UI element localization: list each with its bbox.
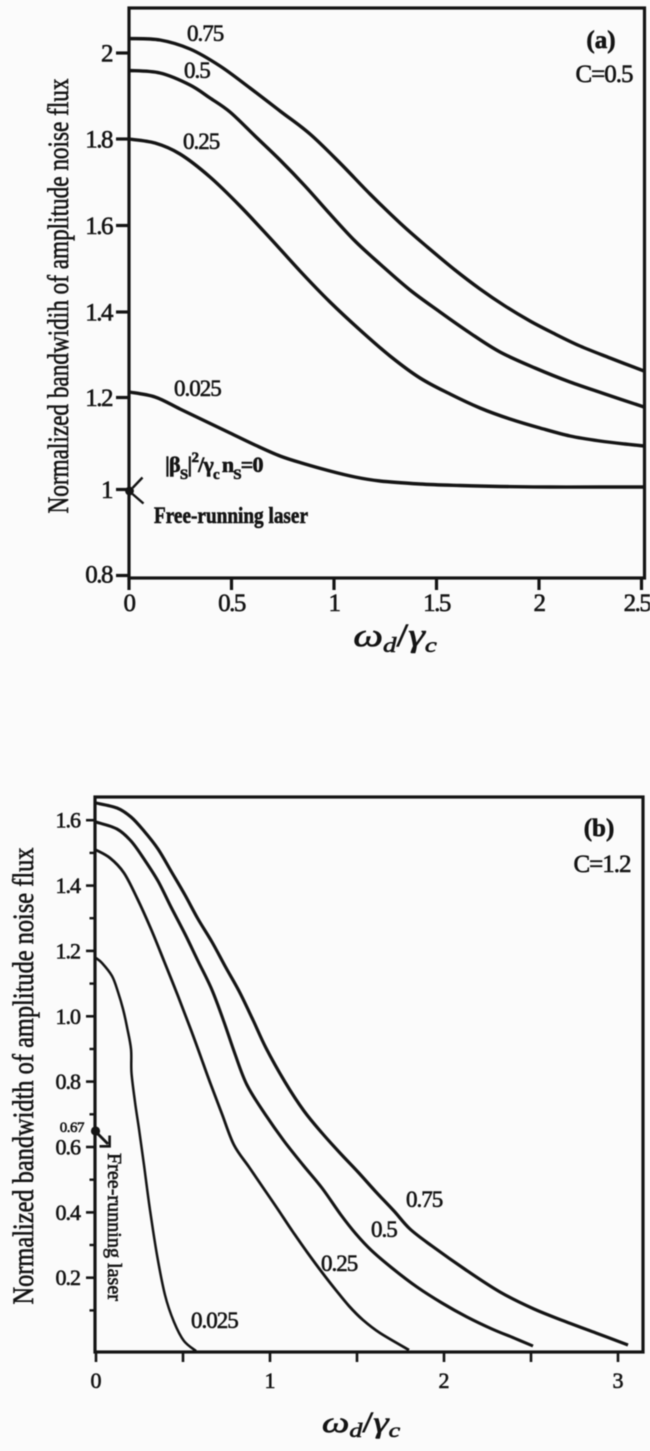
svg-text:0.75: 0.75: [187, 21, 224, 46]
svg-text:0.25: 0.25: [183, 129, 220, 154]
svg-text:3: 3: [613, 1368, 624, 1393]
svg-text:ωd/γc: ωd/γc: [353, 617, 437, 657]
svg-text:0.75: 0.75: [406, 1187, 443, 1212]
svg-text:0.67: 0.67: [60, 1120, 85, 1136]
svg-text:1: 1: [101, 477, 112, 504]
svg-text:ωd/γc: ωd/γc: [322, 1405, 401, 1442]
svg-text:1.4: 1.4: [56, 873, 82, 898]
svg-text:0.5: 0.5: [184, 58, 210, 83]
svg-text:(b): (b): [584, 815, 615, 842]
svg-text:0.5: 0.5: [371, 1217, 397, 1242]
svg-text:1.2: 1.2: [85, 385, 113, 412]
svg-text:1.5: 1.5: [423, 590, 451, 617]
svg-text:1.0: 1.0: [56, 1004, 82, 1029]
svg-text:Free-running laser: Free-running laser: [103, 1153, 125, 1301]
svg-text:2: 2: [534, 590, 546, 617]
svg-text:Free-running laser: Free-running laser: [154, 503, 308, 528]
svg-text:0.6: 0.6: [56, 1135, 82, 1160]
svg-text:2: 2: [439, 1368, 450, 1393]
svg-text:0: 0: [124, 590, 136, 617]
svg-text:0.5: 0.5: [218, 590, 246, 617]
svg-text:0: 0: [91, 1368, 102, 1393]
svg-text:Normalized bandwidih of amplit: Normalized bandwidih of amplitude noise …: [42, 79, 75, 514]
svg-text:C=1.2: C=1.2: [573, 851, 631, 878]
svg-text:0.25: 0.25: [321, 1251, 358, 1276]
svg-text:1.2: 1.2: [56, 938, 81, 963]
svg-text:C=0.5: C=0.5: [575, 61, 633, 88]
svg-text:2: 2: [101, 41, 113, 68]
svg-text:1: 1: [329, 590, 340, 617]
svg-text:1.8: 1.8: [85, 127, 113, 154]
svg-text:Normalized bandwidth of amplit: Normalized bandwidth of amplitude noise …: [7, 848, 40, 1305]
svg-text:0.4: 0.4: [56, 1200, 82, 1225]
svg-text:0.025: 0.025: [174, 376, 221, 401]
svg-text:(a): (a): [586, 27, 615, 54]
svg-text:0.2: 0.2: [56, 1265, 81, 1290]
svg-text:1: 1: [265, 1368, 276, 1393]
svg-text:0.025: 0.025: [191, 1308, 238, 1333]
svg-text:1.6: 1.6: [85, 213, 113, 240]
svg-text:2.5: 2.5: [624, 590, 650, 617]
svg-text:0.8: 0.8: [85, 562, 113, 589]
svg-text:0.8: 0.8: [56, 1069, 82, 1094]
svg-text:1.4: 1.4: [85, 300, 114, 327]
svg-text:1.6: 1.6: [56, 808, 82, 833]
